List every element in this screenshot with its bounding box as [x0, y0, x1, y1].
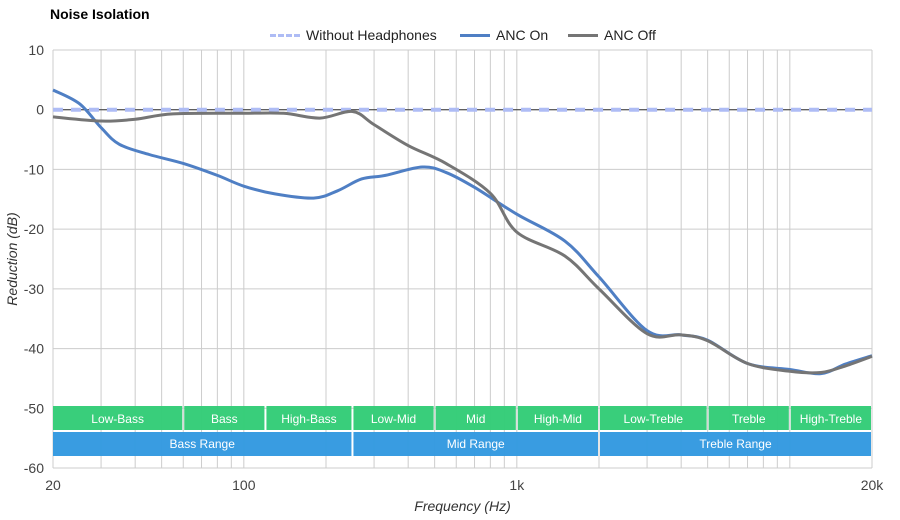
- band-label: High-Bass: [281, 412, 336, 426]
- range-mid-range: [353, 432, 598, 456]
- legend-label: ANC On: [496, 27, 549, 43]
- band-bass: [184, 406, 265, 430]
- y-tick-label: -40: [24, 341, 44, 357]
- range-label: Bass Range: [170, 437, 236, 451]
- band-label: High-Treble: [800, 412, 863, 426]
- band-label: Low-Treble: [624, 412, 684, 426]
- x-axis-label: Frequency (Hz): [414, 498, 510, 514]
- band-treble: [708, 406, 789, 430]
- y-tick-label: -10: [24, 161, 44, 177]
- legend-item-anc-off[interactable]: ANC Off: [568, 27, 656, 43]
- y-axis-label: Reduction (dB): [4, 212, 20, 305]
- x-tick-label: 20: [45, 477, 61, 493]
- band-low-mid: [353, 406, 434, 430]
- y-tick-label: 0: [36, 102, 44, 118]
- legend-item-anc-on[interactable]: ANC On: [460, 27, 548, 43]
- legend-label: Without Headphones: [306, 27, 437, 43]
- legend-swatch: [460, 33, 490, 37]
- x-tick-label: 1k: [509, 477, 525, 493]
- range-label: Treble Range: [699, 437, 772, 451]
- legend-label: ANC Off: [604, 27, 656, 43]
- y-tick-label: -50: [24, 400, 44, 416]
- legend-item-without-headphones[interactable]: Without Headphones: [270, 27, 437, 43]
- band-high-mid: [517, 406, 598, 430]
- range-label: Mid Range: [447, 437, 505, 451]
- series-line-anc-off: [52, 109, 873, 375]
- legend-swatch: [270, 33, 300, 37]
- band-mid: [435, 406, 516, 430]
- band-label: Low-Mid: [371, 412, 416, 426]
- y-tick-label: 10: [28, 42, 44, 58]
- legend-swatch: [568, 33, 598, 37]
- band-label: Bass: [211, 412, 238, 426]
- band-label: Low-Bass: [91, 412, 144, 426]
- series-line-anc-on: [52, 88, 873, 376]
- band-label: Treble: [732, 412, 766, 426]
- range-treble-range: [600, 432, 871, 456]
- band-high-bass: [266, 406, 352, 430]
- chart-title: Noise Isolation: [50, 6, 150, 22]
- x-tick-label: 20k: [861, 477, 885, 493]
- y-tick-label: -60: [24, 460, 44, 476]
- band-low-treble: [600, 406, 707, 430]
- range-bass-range: [53, 432, 352, 456]
- y-tick-label: -20: [24, 221, 44, 237]
- band-low-bass: [53, 406, 183, 430]
- x-tick-label: 100: [232, 477, 256, 493]
- band-high-treble: [790, 406, 871, 430]
- band-label: Mid: [466, 412, 485, 426]
- y-tick-label: -30: [24, 281, 44, 297]
- band-label: High-Mid: [534, 412, 582, 426]
